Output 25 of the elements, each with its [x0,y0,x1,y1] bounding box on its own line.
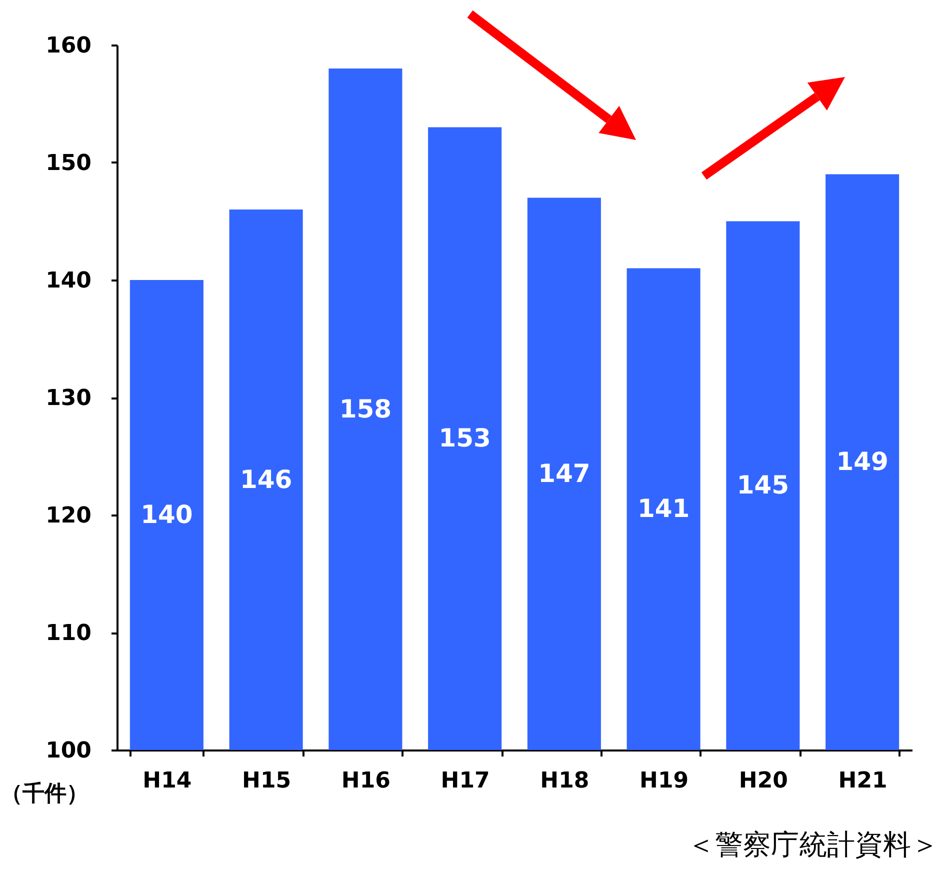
data-label: 141 [637,494,690,524]
y-tick-label: 110 [46,621,92,646]
y-tick-label: 160 [46,34,92,58]
data-label: 146 [240,464,292,494]
data-label: 140 [140,500,193,529]
x-tick-label: H21 [838,768,888,794]
y-tick-label: 100 [46,738,92,764]
x-tick-label: H19 [640,768,689,794]
data-label: 147 [538,458,590,488]
x-tick-label: H18 [540,768,590,794]
x-tick-label: H20 [738,768,788,794]
y-tick-label: 150 [46,151,92,176]
y-axis-title: （千件） [0,782,88,806]
x-tick-label: H15 [242,768,292,794]
x-tick-label: H16 [341,768,390,794]
data-label: 153 [438,424,491,453]
text: ＜警察庁統計資料＞ [687,827,939,863]
x-tick-label: H17 [440,768,490,794]
x-tick-label: H14 [142,768,192,794]
y-tick-label: 120 [46,504,92,528]
data-label: 149 [836,447,888,476]
y-tick-label: 140 [46,268,92,294]
y-tick-label: 130 [46,386,92,411]
data-label: 145 [736,470,790,500]
data-label: 158 [339,394,392,424]
